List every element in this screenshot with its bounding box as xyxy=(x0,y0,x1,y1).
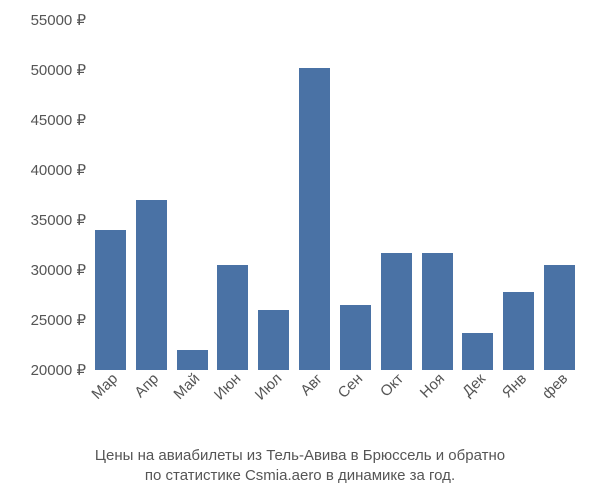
x-label-slot: Июл xyxy=(253,375,294,445)
bar xyxy=(340,305,371,370)
x-label-slot: Апр xyxy=(131,375,172,445)
bar xyxy=(136,200,167,370)
x-tick-label: Июн xyxy=(211,370,244,403)
bars-container xyxy=(90,20,580,370)
x-label-slot: Янв xyxy=(498,375,539,445)
y-tick-label: 45000 ₽ xyxy=(31,111,86,129)
bar xyxy=(95,230,126,370)
bar xyxy=(422,253,453,370)
bar xyxy=(503,292,534,370)
x-tick-label: Апр xyxy=(132,370,163,401)
price-chart: 20000 ₽ 25000 ₽ 30000 ₽ 35000 ₽ 40000 ₽ 45000… xyxy=(0,0,600,500)
bar-slot xyxy=(212,20,253,370)
caption-line-1: Цены на авиабилеты из Тель-Авива в Брюсс… xyxy=(95,447,505,464)
bar-slot xyxy=(335,20,376,370)
x-tick-label: Июл xyxy=(252,370,286,404)
x-tick-label: Янв xyxy=(499,370,530,401)
bar-slot xyxy=(539,20,580,370)
x-tick-label: фев xyxy=(538,370,570,402)
y-tick-label: 25000 ₽ xyxy=(31,311,86,329)
bar xyxy=(299,68,330,370)
x-label-slot: Мар xyxy=(90,375,131,445)
x-label-slot: Окт xyxy=(376,375,417,445)
bar-slot xyxy=(172,20,213,370)
caption-line-2: по статистике Csmia.aero в динамике за г… xyxy=(145,467,455,484)
bar xyxy=(462,333,493,370)
bar-slot xyxy=(90,20,131,370)
x-tick-label: Май xyxy=(171,370,204,403)
x-tick-label: Сен xyxy=(335,370,366,401)
x-tick-label: Окт xyxy=(377,370,407,400)
chart-caption: Цены на авиабилеты из Тель-Авива в Брюсс… xyxy=(0,446,600,487)
bar-slot xyxy=(376,20,417,370)
x-axis: МарАпрМайИюнИюлАвгСенОктНояДекЯнвфев xyxy=(90,375,580,445)
bar-slot xyxy=(131,20,172,370)
x-label-slot: Дек xyxy=(457,375,498,445)
bar xyxy=(177,350,208,370)
y-axis: 20000 ₽25000 ₽30000 ₽35000 ₽40000 ₽45000… xyxy=(0,20,90,370)
x-label-slot: фев xyxy=(539,375,580,445)
x-label-slot: Май xyxy=(172,375,213,445)
bar xyxy=(544,265,575,370)
bar-slot xyxy=(253,20,294,370)
y-tick-label: 20000 ₽ xyxy=(31,361,86,379)
bar xyxy=(217,265,248,370)
plot-area xyxy=(90,20,580,370)
x-tick-label: Мар xyxy=(89,370,122,403)
y-tick-label: 55000 ₽ xyxy=(31,11,86,29)
x-tick-label: Авг xyxy=(297,371,326,400)
bar xyxy=(381,253,412,370)
y-tick-label: 30000 ₽ xyxy=(31,261,86,279)
x-label-slot: Июн xyxy=(212,375,253,445)
y-tick-label: 50000 ₽ xyxy=(31,61,86,79)
y-tick-label: 40000 ₽ xyxy=(31,161,86,179)
bar-slot xyxy=(417,20,458,370)
bar-slot xyxy=(294,20,335,370)
x-label-slot: Ноя xyxy=(417,375,458,445)
x-label-slot: Сен xyxy=(335,375,376,445)
bar-slot xyxy=(457,20,498,370)
x-tick-label: Ноя xyxy=(417,370,448,401)
bar-slot xyxy=(498,20,539,370)
x-label-slot: Авг xyxy=(294,375,335,445)
x-tick-label: Дек xyxy=(459,370,489,400)
bar xyxy=(258,310,289,370)
y-tick-label: 35000 ₽ xyxy=(31,211,86,229)
